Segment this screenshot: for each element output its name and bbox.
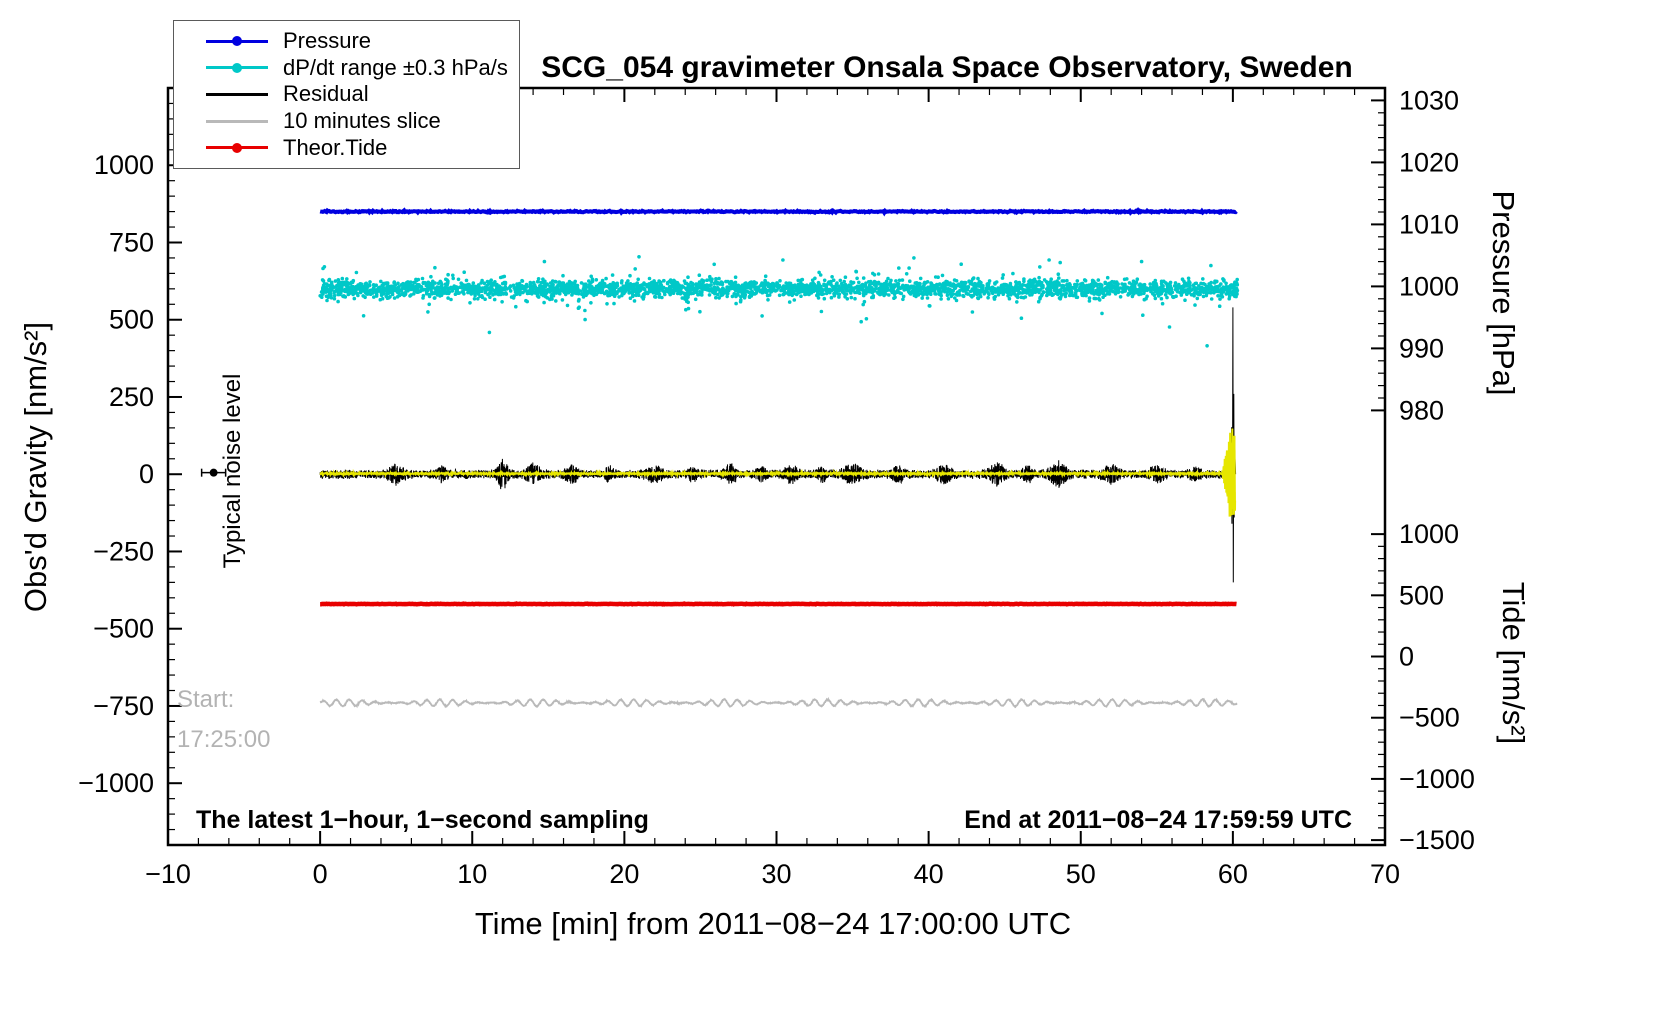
x-tick-label: −10 (145, 859, 191, 889)
pressure-tick-label: 1000 (1399, 271, 1459, 301)
series-residual (319, 307, 1237, 583)
gravity-tick-label: −1000 (78, 768, 154, 798)
pressure-tick-label: 980 (1399, 395, 1444, 425)
end-time-note: End at 2011−08−24 17:59:59 UTC (964, 806, 1352, 834)
pressure-tick-label: 1020 (1399, 147, 1459, 177)
tide-tick-label: −1500 (1399, 825, 1475, 855)
gravity-tick-label: −750 (93, 691, 154, 721)
tide-tick-label: 1000 (1399, 519, 1459, 549)
legend-box: Pressure dP/dt range ±0.3 hPa/s Residual… (173, 20, 520, 169)
x-tick-label: 40 (914, 859, 944, 889)
series-10-minutes-slice (319, 696, 1238, 709)
tide-axis-label: Tide [nm/s²] (1496, 581, 1531, 745)
pressure-line-swatch (206, 36, 268, 47)
series-theor-tide (320, 601, 1237, 607)
legend-label: 10 minutes slice (283, 108, 441, 134)
sampling-note: The latest 1−hour, 1−second sampling (196, 806, 649, 834)
series-filtered (319, 428, 1237, 517)
x-tick-label: 30 (761, 859, 791, 889)
tide-tick-label: 500 (1399, 580, 1444, 610)
gravity-tick-label: 0 (139, 459, 154, 489)
slice-line-swatch (206, 116, 268, 127)
residual-line-swatch (206, 89, 268, 100)
legend-label: Theor.Tide (283, 134, 388, 160)
pressure-tick-label: 990 (1399, 333, 1444, 363)
x-tick-label: 0 (313, 859, 328, 889)
tide-tick-label: −500 (1399, 703, 1460, 733)
legend-item-dpdt: dP/dt range ±0.3 hPa/s (174, 55, 519, 80)
gravity-tick-label: 1000 (94, 150, 154, 180)
pressure-tick-label: 1030 (1399, 85, 1459, 115)
data-series (318, 206, 1240, 709)
noise-level-marker (200, 468, 227, 477)
legend-item-pressure: Pressure (174, 28, 519, 54)
tick-labels: −10 0 10 20 30 40 50 60 7010007505002500−250−500… (78, 85, 1475, 889)
x-tick-label: 50 (1066, 859, 1096, 889)
legend-label: Pressure (283, 28, 372, 54)
gravity-tick-label: −250 (93, 536, 154, 566)
gravity-tick-label: 500 (109, 305, 154, 335)
series-dp-dt-range-0-3-hpa-s (318, 254, 1240, 348)
x-tick-label: 60 (1218, 859, 1248, 889)
plot-frame (166, 86, 1387, 847)
start-time: 17:25:00 (177, 726, 271, 753)
x-tick-label: 20 (609, 859, 639, 889)
x-tick-label: 10 (457, 859, 487, 889)
tide-tick-label: −1000 (1399, 764, 1475, 794)
x-axis-label: Time [min] from 2011−08−24 17:00:00 UTC (474, 906, 1072, 941)
legend-item-slice: 10 minutes slice (174, 108, 519, 134)
x-tick-label: 70 (1370, 859, 1400, 889)
dpdt-line-swatch (206, 62, 268, 73)
pressure-tick-label: 1010 (1399, 209, 1459, 239)
legend-item-residual: Residual (174, 81, 519, 107)
series-pressure (319, 206, 1238, 217)
tide-line-swatch (206, 142, 268, 153)
legend-item-tide: Theor.Tide (174, 135, 519, 160)
left-axis-label: Obs'd Gravity [nm/s²] (18, 321, 53, 613)
tide-tick-label: 0 (1399, 642, 1414, 672)
pressure-axis-label: Pressure [hPa] (1486, 190, 1521, 396)
legend-label: dP/dt range ±0.3 hPa/s (283, 54, 508, 80)
legend-label: Residual (283, 81, 369, 107)
noise-level-label: Typical noise level (219, 373, 246, 569)
tick-marks (167, 87, 1386, 846)
gravity-tick-label: 250 (109, 382, 154, 412)
chart-title: SCG_054 gravimeter Onsala Space Observat… (541, 51, 1353, 84)
start-label: Start: (177, 686, 235, 713)
gravity-tick-label: −500 (93, 614, 154, 644)
gravity-tick-label: 750 (109, 227, 154, 257)
